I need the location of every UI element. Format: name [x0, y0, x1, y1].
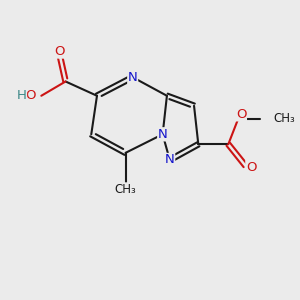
Text: O: O — [236, 108, 246, 121]
Text: O: O — [55, 45, 65, 58]
Text: O: O — [26, 89, 36, 102]
Text: CH₃: CH₃ — [115, 183, 136, 196]
Text: CH₃: CH₃ — [273, 112, 295, 125]
Text: O: O — [246, 160, 256, 174]
Text: H: H — [16, 89, 26, 102]
Text: N: N — [165, 154, 175, 166]
Text: N: N — [158, 128, 167, 141]
Text: N: N — [128, 71, 137, 84]
